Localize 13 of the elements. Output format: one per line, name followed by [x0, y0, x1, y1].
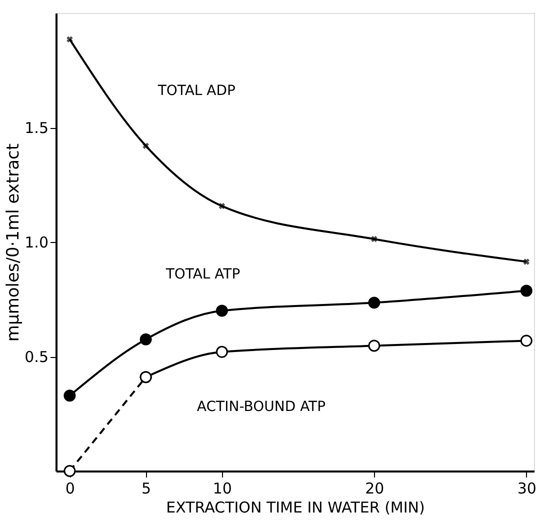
x-tick-label: 5: [142, 480, 152, 498]
text: TOTAL ADP: [156, 82, 236, 99]
y-axis-title: mμmoles/0·1ml extract: [4, 143, 24, 342]
text: ACTIN-BOUND ATP: [196, 398, 326, 415]
x-tick-label: 10: [212, 480, 232, 498]
y-tick-label: 1.5: [24, 119, 48, 137]
y-tick-label: 0.5: [24, 348, 48, 366]
x-tick-label: 20: [365, 480, 384, 498]
y-tick-label: 1.0: [24, 234, 48, 252]
series-label: TOTAL ATP: [164, 266, 240, 282]
x-tick-label: 30: [517, 480, 536, 498]
x-tick-label: 0: [65, 480, 75, 498]
x-axis-title: EXTRACTION TIME IN WATER (MIN): [166, 498, 425, 516]
